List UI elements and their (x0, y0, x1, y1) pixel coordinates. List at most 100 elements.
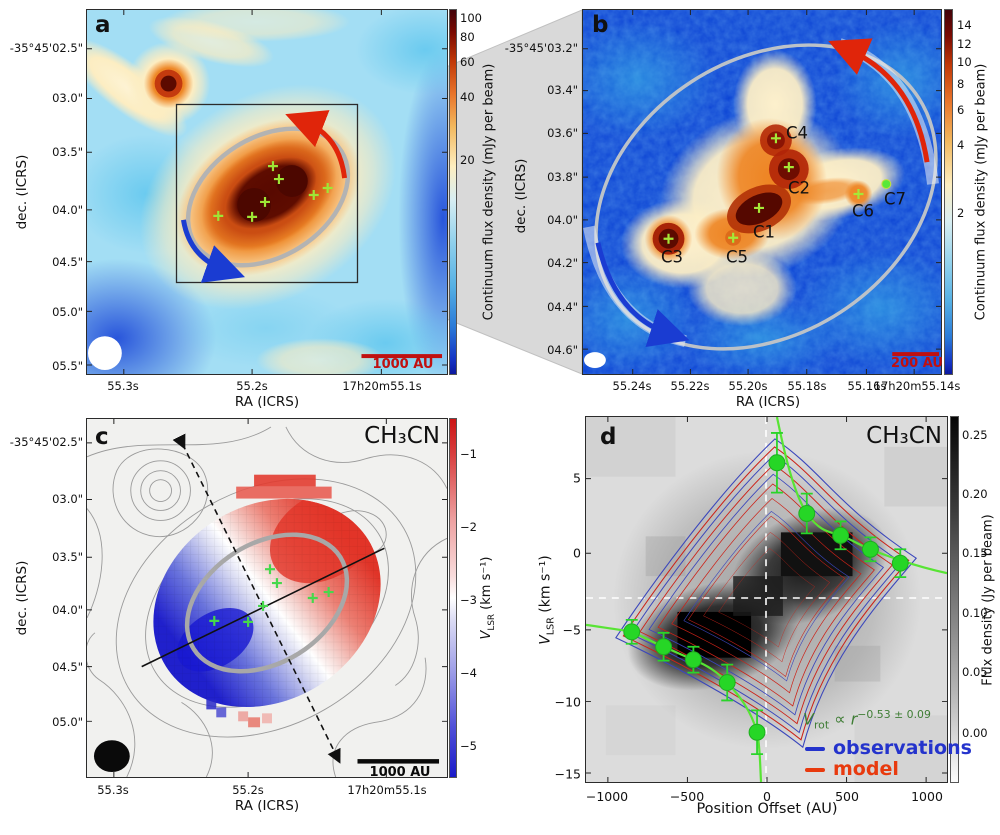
core-label-c2: C2 (788, 178, 811, 198)
cbar-label-units: (km s⁻¹) (479, 556, 495, 614)
panel-c-cbar-tick: −4 (460, 666, 477, 680)
panel-c-cbar-tick: −3 (460, 593, 477, 607)
panel-b-scalebar-label: 200 AU (891, 356, 943, 371)
panel-c-xtick: 55.2s (232, 783, 264, 797)
rotation-fit-annotation: Vrot ∝ r−0.53 ± 0.09 (803, 708, 931, 732)
panel-d-cbar-tick: 0.10 (962, 606, 988, 620)
panel-a-cbar-tick: 80 (460, 30, 475, 44)
panel-a-letter: a (95, 12, 111, 38)
panel-a-ytick: 05.5" (52, 359, 83, 373)
panel-b-map (583, 10, 941, 374)
panel-a-cbar-tick: 60 (460, 55, 475, 69)
beam-ellipse (583, 352, 606, 369)
model-contours (622, 446, 910, 741)
panel-b-ytick: 03.8" (547, 170, 578, 184)
panel-b-ytick: 04.4" (547, 300, 578, 314)
panel-d-colorbar (950, 416, 959, 783)
panel-c-title: CH₃CN (364, 423, 440, 449)
core-label-c1: C1 (753, 222, 776, 242)
core-markers (662, 132, 891, 245)
panel-d-xlabel: Position Offset (AU) (696, 801, 838, 817)
panel-a-map (87, 10, 447, 374)
panel-c-ytick: -35°45'02.5" (9, 435, 83, 449)
pv-contours (615, 438, 917, 749)
panel-b-xtick: 55.24s (612, 379, 652, 393)
panel-d-plot (585, 416, 948, 783)
panel-a-xtick: 55.2s (236, 379, 268, 393)
panel-c-cbar-tick: −5 (460, 739, 477, 753)
panel-c-scalebar-label: 1000 AU (369, 765, 431, 780)
panel-d-pv-diagram (586, 417, 947, 782)
panel-b-letter: b (592, 12, 609, 38)
panel-d-ytick: −10 (554, 694, 581, 710)
model-dash-icon (805, 767, 825, 772)
panel-c-letter: c (95, 424, 109, 450)
panel-d-title: CH₃CN (866, 423, 942, 449)
rotation-arrow-red-icon (828, 38, 930, 163)
fit-v: V (803, 709, 814, 729)
panel-d-xtick: −500 (669, 789, 705, 804)
disk-ellipse (185, 126, 351, 268)
panel-b-ytick: 04.6" (547, 343, 578, 357)
panel-a-colorbar (449, 9, 457, 375)
panel-b-ytick: 04.0" (547, 213, 578, 227)
beam-ellipse (87, 336, 122, 371)
panel-a-ylabel: dec. (ICRS) (14, 154, 30, 230)
scale-bar (361, 354, 443, 359)
zoom-box (175, 103, 359, 284)
panel-d-xtick: 0 (763, 789, 771, 804)
panel-a-ytick: -35°45'02.5" (9, 41, 83, 55)
panel-b-cbar-tick: 8 (957, 77, 965, 91)
panel-c-ytick: 03.0" (52, 492, 83, 506)
panel-a-cbar-tick: 40 (460, 90, 475, 104)
panel-d-ytick: −5 (562, 622, 581, 638)
panel-b-cbar-label: Continuum flux density (mJy per beam) (973, 63, 989, 321)
panel-c-map (87, 419, 447, 777)
panel-b-ytick: 03.4" (547, 83, 578, 97)
panel-d-ytick: −15 (554, 766, 581, 782)
ylabel-sub: LSR (545, 617, 557, 636)
panel-d-cbar-tick: 0.20 (962, 487, 988, 501)
panel-b-xtick: 55.18s (787, 379, 827, 393)
panel-a-cbar-tick: 20 (460, 153, 475, 167)
rotation-arrow-red-icon (285, 110, 348, 179)
panel-d-xtick: 500 (835, 789, 859, 804)
panel-c-cbar-tick: −1 (460, 447, 477, 461)
tick-marks (583, 10, 941, 374)
rotation-curve (586, 417, 947, 782)
panel-b-xlabel: RA (ICRS) (735, 394, 801, 410)
core-label-c7: C7 (884, 189, 907, 209)
beam-ellipse (93, 740, 130, 773)
panel-a-cbar-label: Continuum flux density (mJy per beam) (481, 63, 497, 321)
tick-marks (586, 417, 947, 782)
panel-d-cbar-tick: 0.25 (962, 428, 988, 442)
fit-sub: rot (813, 718, 830, 732)
fit-r: r (850, 709, 858, 729)
panel-b-xtick: 55.16s (847, 379, 887, 393)
panel-b-plot (582, 9, 942, 375)
tick-marks (87, 419, 447, 777)
panel-a-ytick: 04.5" (52, 255, 83, 269)
panel-c-xtick: 17h20m55.1s (347, 783, 427, 797)
panel-b-ylabel: dec. (ICRS) (513, 158, 529, 234)
ylabel-v: V (537, 635, 554, 645)
panel-d-xtick: 1000 (911, 789, 943, 804)
panel-c-colorbar (449, 418, 457, 778)
panel-b-cbar-tick: 12 (957, 37, 972, 51)
core-label-c3: C3 (661, 247, 684, 267)
panel-a-xtick: 17h20m55.1s (342, 379, 422, 393)
panel-d-cbar-tick: 0.15 (962, 546, 988, 560)
disk-ellipse-group (583, 38, 939, 351)
panel-a-scalebar-label: 1000 AU (372, 357, 434, 372)
fit-propto: ∝ (829, 709, 851, 729)
panel-c-ytick: 05.0" (52, 715, 83, 729)
cbar-label-v: V (479, 630, 495, 640)
legend-observations-label: observations (833, 737, 972, 759)
panel-b-ytick: -35°45'03.2" (504, 41, 578, 55)
panel-c-ytick: 04.0" (52, 603, 83, 617)
panel-c-xtick: 55.3s (97, 783, 129, 797)
panel-a-xlabel: RA (ICRS) (234, 394, 300, 410)
panel-a-ytick: 04.0" (52, 203, 83, 217)
fit-exponent: −0.53 ± 0.09 (857, 708, 931, 721)
